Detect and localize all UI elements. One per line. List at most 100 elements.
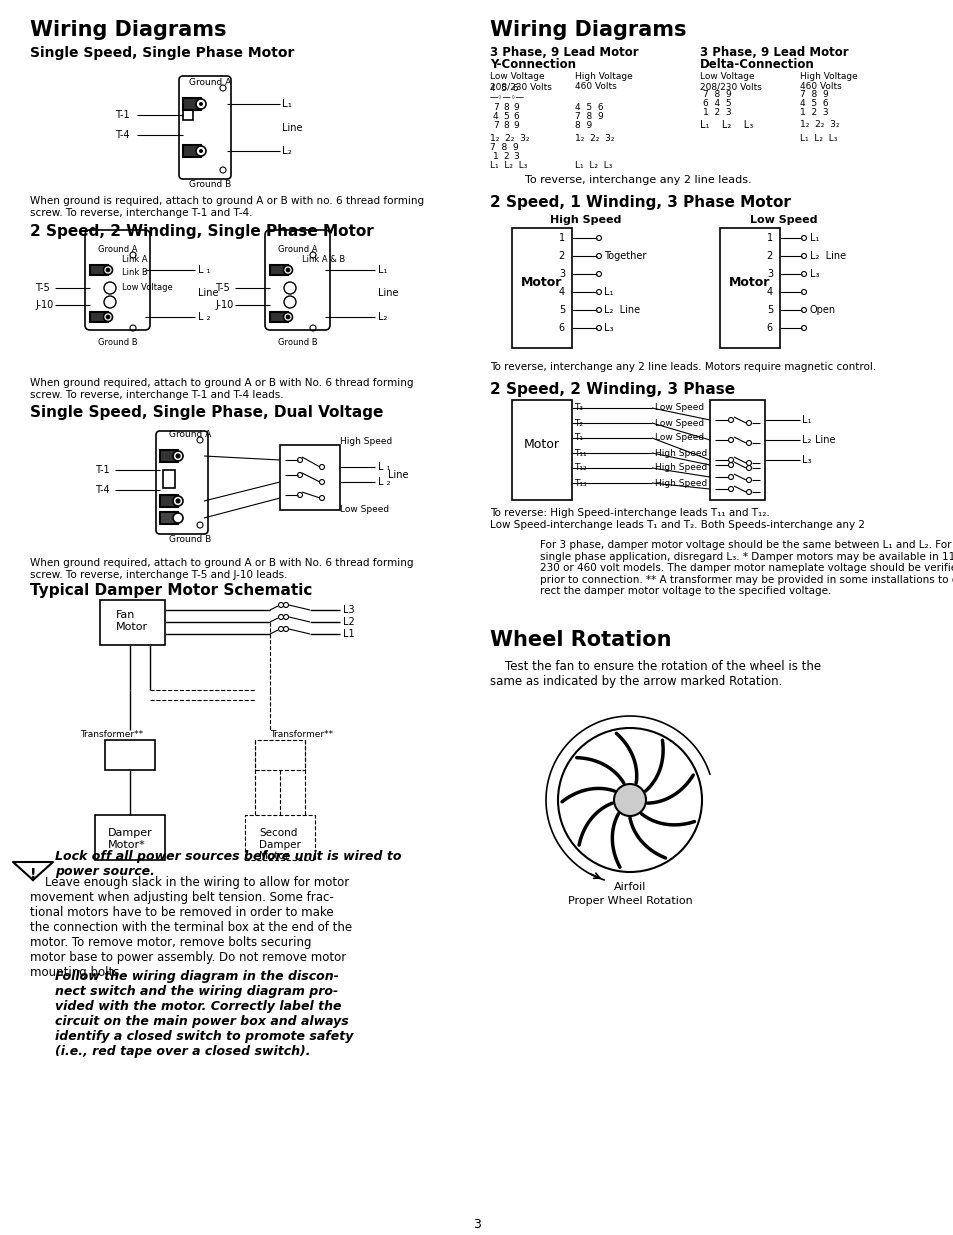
Text: Follow the wiring diagram in the discon-
nect switch and the wiring diagram pro-: Follow the wiring diagram in the discon-…	[55, 969, 353, 1058]
Bar	[183, 98, 201, 110]
Text: Low Speed: Low Speed	[339, 505, 389, 514]
Text: Transformer**: Transformer**	[80, 730, 143, 739]
Text: L₃: L₃	[809, 269, 819, 279]
Text: Ground B: Ground B	[189, 180, 231, 189]
Text: When ground is required, attach to ground A or B with no. 6 thread forming
screw: When ground is required, attach to groun…	[30, 196, 424, 217]
Circle shape	[199, 149, 203, 153]
Text: Ground A: Ground A	[278, 245, 317, 254]
Text: High Speed: High Speed	[655, 448, 706, 457]
Text: When ground required, attach to ground A or B with No. 6 thread forming
screw. T: When ground required, attach to ground A…	[30, 558, 413, 579]
Polygon shape	[13, 862, 53, 881]
Text: 7  8  9: 7 8 9	[702, 90, 731, 99]
Text: L ₁: L ₁	[377, 462, 390, 472]
Bar	[90, 312, 108, 322]
Text: 8  9: 8 9	[575, 121, 592, 130]
Text: !: !	[30, 867, 36, 881]
Text: L3: L3	[343, 605, 355, 615]
FancyBboxPatch shape	[85, 230, 150, 330]
Text: 2 Speed, 2 Winding, Single Phase Motor: 2 Speed, 2 Winding, Single Phase Motor	[30, 224, 374, 240]
Text: 9: 9	[513, 103, 518, 112]
Text: Open: Open	[809, 305, 835, 315]
Text: Ground A: Ground A	[98, 245, 137, 254]
Text: 3: 3	[513, 152, 518, 161]
Text: J-10: J-10	[35, 300, 53, 310]
Text: L₃: L₃	[801, 454, 811, 466]
Text: L₁: L₁	[377, 266, 387, 275]
Circle shape	[195, 146, 206, 156]
Text: L₁  L₂  L₃: L₁ L₂ L₃	[490, 161, 527, 170]
Text: 4: 4	[493, 112, 498, 121]
Bar	[709, 400, 764, 500]
Text: T-5: T-5	[214, 283, 230, 293]
Text: L₁  L₂  L₃: L₁ L₂ L₃	[800, 135, 837, 143]
Circle shape	[104, 282, 116, 294]
Text: Wheel Rotation: Wheel Rotation	[490, 630, 671, 650]
Text: Wiring Diagrams: Wiring Diagrams	[490, 20, 686, 40]
Text: 2: 2	[766, 251, 772, 261]
Text: 1₂  2₂  3₂: 1₂ 2₂ 3₂	[800, 120, 839, 128]
Bar	[270, 312, 288, 322]
Bar	[254, 740, 305, 769]
Circle shape	[106, 268, 110, 272]
Text: 2: 2	[502, 152, 508, 161]
Text: Line: Line	[377, 288, 398, 298]
FancyBboxPatch shape	[179, 77, 231, 179]
Text: Ground A: Ground A	[169, 430, 211, 438]
Text: 7  8  9: 7 8 9	[800, 90, 828, 99]
Circle shape	[172, 451, 183, 461]
Text: 8: 8	[502, 103, 508, 112]
Text: Ground B: Ground B	[278, 338, 317, 347]
Text: Line: Line	[814, 435, 835, 445]
Text: To reverse, interchange any 2 line leads.: To reverse, interchange any 2 line leads…	[524, 175, 751, 185]
FancyBboxPatch shape	[265, 230, 330, 330]
Text: 6: 6	[558, 324, 564, 333]
Bar	[160, 513, 178, 524]
Circle shape	[284, 282, 295, 294]
Circle shape	[175, 454, 180, 458]
Text: T₂: T₂	[574, 419, 582, 427]
Text: Low Speed: Low Speed	[655, 419, 703, 427]
Circle shape	[106, 315, 110, 319]
Text: Leave enough slack in the wiring to allow for motor
movement when adjusting belt: Leave enough slack in the wiring to allo…	[30, 876, 352, 979]
Text: L₂  Line: L₂ Line	[603, 305, 639, 315]
Text: 7: 7	[493, 121, 498, 130]
Text: L ₂: L ₂	[377, 477, 390, 487]
Text: J-10: J-10	[214, 300, 233, 310]
Text: L₁  L₂  L₃: L₁ L₂ L₃	[575, 161, 612, 170]
Bar	[512, 400, 572, 500]
Text: Low Voltage
208/230 Volts: Low Voltage 208/230 Volts	[490, 72, 551, 91]
Text: 7  8  9: 7 8 9	[490, 143, 518, 152]
Text: Motor: Motor	[728, 277, 770, 289]
Circle shape	[283, 266, 293, 274]
Bar	[95, 815, 165, 860]
Text: T-1: T-1	[115, 110, 130, 120]
Text: Together: Together	[603, 251, 646, 261]
Text: 2 Speed, 2 Winding, 3 Phase: 2 Speed, 2 Winding, 3 Phase	[490, 382, 735, 396]
Text: 6  4  5: 6 4 5	[702, 99, 731, 107]
Text: Ground B: Ground B	[98, 338, 137, 347]
Text: Low Voltage
208/230 Volts: Low Voltage 208/230 Volts	[700, 72, 761, 91]
Text: L₁: L₁	[809, 233, 819, 243]
Text: 1  2  3: 1 2 3	[800, 107, 828, 117]
Text: L2: L2	[343, 618, 355, 627]
Text: Ground B: Ground B	[169, 535, 211, 543]
Circle shape	[195, 99, 206, 109]
Text: L ₂: L ₂	[198, 312, 211, 322]
Text: Line: Line	[282, 124, 302, 133]
Text: Ground A: Ground A	[189, 78, 231, 86]
Bar	[270, 266, 288, 275]
Text: Low Speed: Low Speed	[655, 433, 703, 442]
Text: T₁₁: T₁₁	[574, 448, 586, 457]
Circle shape	[614, 784, 645, 816]
Text: 3: 3	[558, 269, 564, 279]
Text: T₁₂: T₁₂	[574, 463, 586, 473]
Text: L₁    L₂    L₃: L₁ L₂ L₃	[700, 120, 753, 130]
Bar	[720, 228, 780, 348]
Text: Link B: Link B	[122, 268, 148, 277]
Text: Airfoil: Airfoil	[613, 882, 645, 892]
Text: 1₂  2₂  3₂: 1₂ 2₂ 3₂	[575, 135, 614, 143]
Text: 8: 8	[502, 121, 508, 130]
Text: 1: 1	[766, 233, 772, 243]
Text: 5: 5	[558, 305, 564, 315]
Text: Fan
Motor: Fan Motor	[116, 610, 148, 631]
